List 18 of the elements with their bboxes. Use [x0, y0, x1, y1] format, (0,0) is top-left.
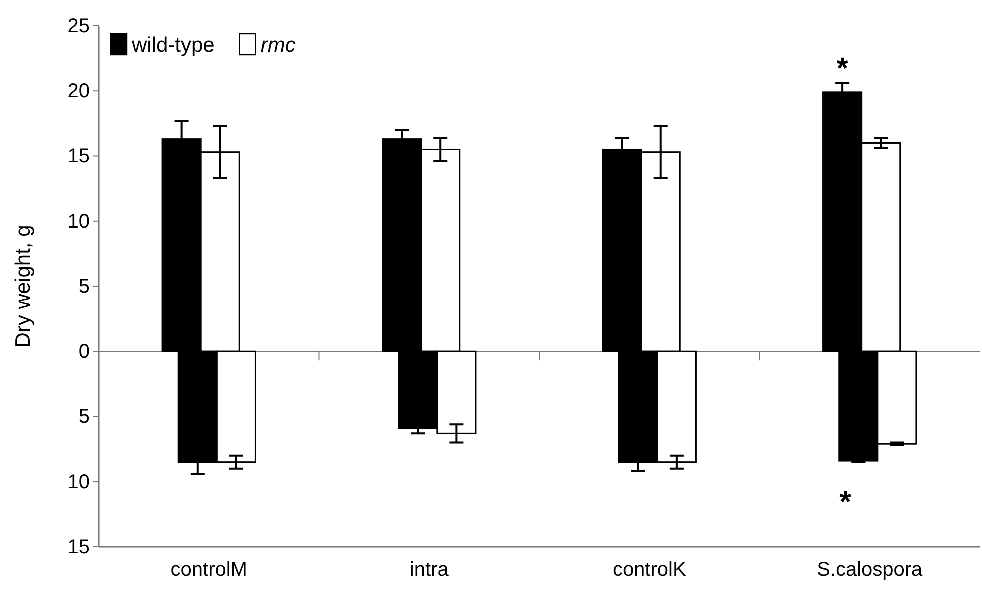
y-tick-label: 10	[68, 210, 90, 233]
x-tick-label: controlK	[612, 559, 687, 581]
y-tick-label: 25	[68, 15, 90, 38]
y-tick-label: 15	[68, 146, 90, 168]
x-tick-label: controlM	[170, 559, 248, 581]
legend-label: rmc	[260, 34, 296, 57]
y-tick-label: 10	[68, 471, 90, 494]
annotation: *	[836, 52, 849, 86]
x-tick-label: S.calospora	[817, 559, 924, 581]
y-tick-label: 20	[68, 80, 90, 103]
legend-label: wild-type	[131, 34, 215, 57]
y-tick-label: 0	[78, 341, 90, 364]
y-tick-label: 5	[78, 406, 90, 428]
y-axis-title: Dry weight, g	[12, 225, 35, 348]
x-tick-label: intra	[410, 559, 450, 581]
y-tick-label: 15	[68, 536, 90, 558]
annotation: *	[840, 486, 852, 520]
y-tick-label: 5	[78, 276, 90, 298]
